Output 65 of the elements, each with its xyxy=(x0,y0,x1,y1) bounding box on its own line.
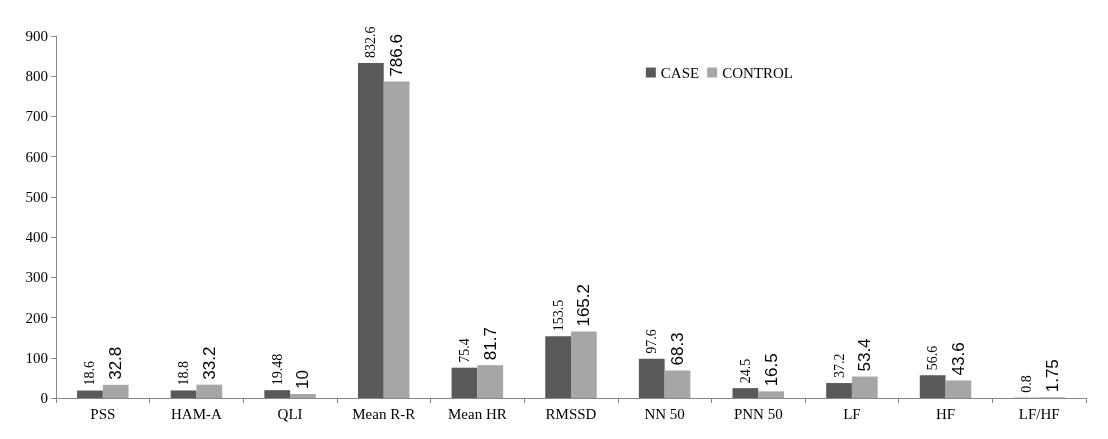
bar xyxy=(758,391,785,398)
y-tick-label: 100 xyxy=(25,349,48,366)
bar xyxy=(851,376,878,398)
data-label: 18.8 xyxy=(176,360,192,386)
data-label: 56.6 xyxy=(925,345,941,371)
data-label: 786.6 xyxy=(387,34,407,77)
x-tick-label: QLI xyxy=(277,405,303,422)
bar xyxy=(919,375,946,398)
y-tick-label: 700 xyxy=(25,108,48,125)
bar xyxy=(290,393,316,398)
y-tick-label: 200 xyxy=(25,309,48,326)
x-tick-label: HAM-A xyxy=(171,405,223,422)
data-label: 33.2 xyxy=(199,346,219,380)
data-label: 43.6 xyxy=(948,342,968,376)
x-tick-label: Mean R-R xyxy=(352,405,416,422)
data-label: 68.3 xyxy=(668,332,688,366)
x-tick-label: PNN 50 xyxy=(733,405,783,422)
bar xyxy=(383,81,410,398)
y-tick-label: 600 xyxy=(25,148,48,165)
y-tick-label: 500 xyxy=(25,188,48,205)
legend-label: CASE xyxy=(660,64,700,81)
bar xyxy=(477,365,504,398)
x-tick-label: RMSSD xyxy=(545,405,597,422)
bar xyxy=(545,336,571,398)
bar xyxy=(77,390,103,398)
data-label: 165.2 xyxy=(574,284,594,327)
bar xyxy=(451,367,478,398)
data-label: 53.4 xyxy=(855,338,875,372)
data-label: 32.8 xyxy=(106,346,126,380)
data-label: 0.8 xyxy=(1018,375,1034,393)
bar xyxy=(826,383,852,398)
bar xyxy=(571,331,597,398)
y-tick-label: 0 xyxy=(40,390,48,406)
bar xyxy=(196,384,223,398)
data-label: 37.2 xyxy=(831,353,847,379)
x-tick-label: LF/HF xyxy=(1018,405,1060,422)
x-tick-label: NN 50 xyxy=(644,405,685,422)
x-tick-label: Mean HR xyxy=(447,405,507,422)
x-tick-label: LF xyxy=(843,405,861,422)
data-label: 1.75 xyxy=(1042,359,1062,393)
x-tick-label: HF xyxy=(935,405,956,422)
data-label: 97.6 xyxy=(644,329,660,354)
y-tick-label: 800 xyxy=(25,68,48,85)
bar xyxy=(357,63,384,398)
data-label: 832.6 xyxy=(363,26,379,59)
bar xyxy=(664,370,691,398)
data-label: 81.7 xyxy=(480,327,500,361)
data-label: 10 xyxy=(293,370,313,389)
data-label: 75.4 xyxy=(456,338,472,363)
legend-label: CONTROL xyxy=(722,64,794,81)
y-tick-label: 900 xyxy=(25,28,48,44)
y-tick-label: 400 xyxy=(25,229,48,246)
data-label: 16.5 xyxy=(761,353,781,387)
data-label: 18.6 xyxy=(82,361,98,386)
bar xyxy=(102,384,129,398)
bar xyxy=(732,388,759,398)
data-label: 153.5 xyxy=(550,299,566,332)
y-tick-label: 300 xyxy=(25,269,48,286)
x-tick-label: PSS xyxy=(90,405,116,422)
bar xyxy=(638,358,665,398)
bar xyxy=(945,380,972,398)
bar xyxy=(170,390,197,398)
bar xyxy=(264,390,291,398)
data-label: 24.5 xyxy=(737,358,753,384)
data-label: 19.48 xyxy=(269,353,285,386)
